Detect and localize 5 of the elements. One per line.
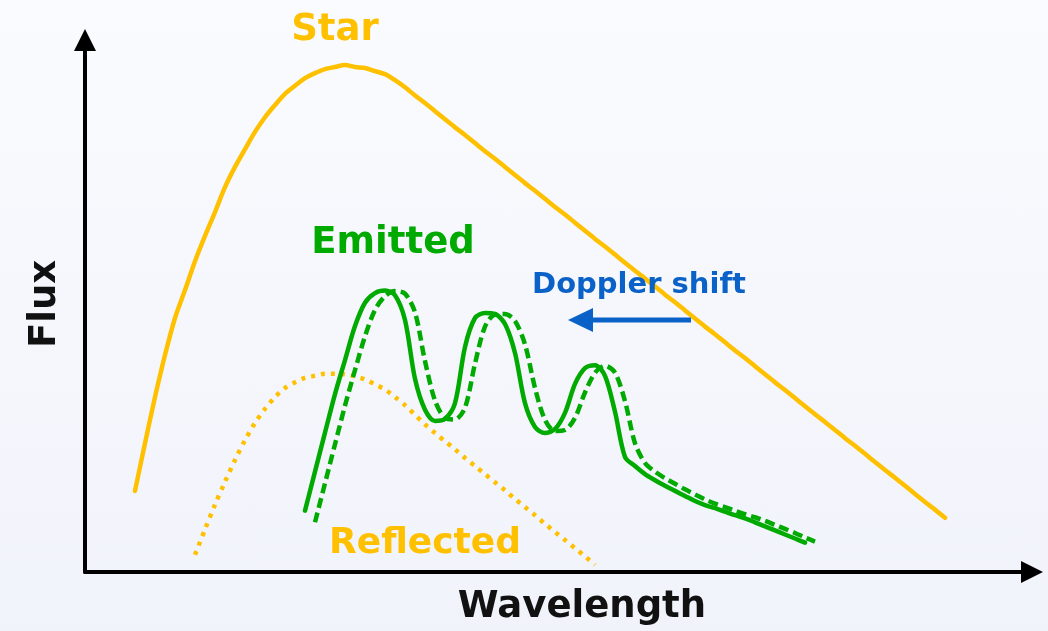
series-label: Reflected	[329, 519, 521, 561]
x-axis-title: Wavelength	[457, 583, 707, 626]
y-axis-title: Flux	[21, 259, 64, 349]
series-label: Emitted	[311, 218, 475, 262]
series-label: Star	[291, 5, 380, 49]
